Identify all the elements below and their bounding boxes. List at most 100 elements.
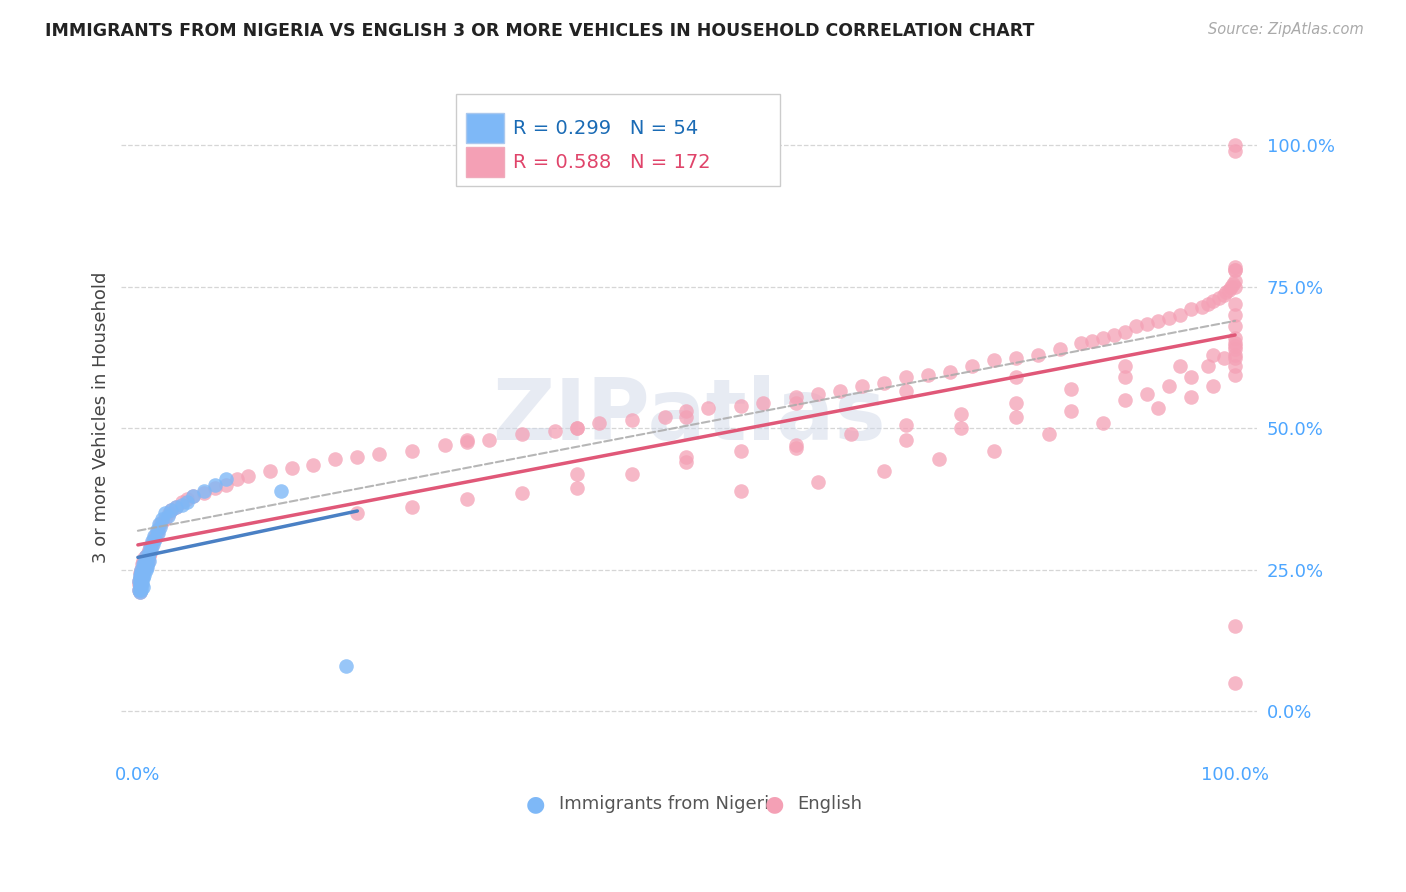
Point: [675, 450, 697, 464]
Point: [165, 500, 187, 515]
Point: [730, 399, 752, 413]
Point: [215, 472, 238, 486]
Point: [1202, 348, 1225, 362]
Point: [204, 481, 226, 495]
Point: [1004, 370, 1026, 384]
Point: [1059, 404, 1081, 418]
Point: [1004, 396, 1026, 410]
Point: [138, 543, 160, 558]
Point: [1223, 351, 1246, 365]
Point: [654, 409, 676, 424]
Point: [142, 534, 165, 549]
Point: [176, 491, 198, 506]
Point: [134, 557, 156, 571]
Point: [134, 568, 156, 582]
Point: [155, 506, 177, 520]
Point: [1223, 297, 1246, 311]
Point: [132, 557, 155, 571]
Point: [150, 515, 173, 529]
Point: [1223, 263, 1246, 277]
Point: [156, 508, 179, 523]
Point: [752, 396, 775, 410]
FancyBboxPatch shape: [465, 147, 505, 178]
Point: [1180, 302, 1202, 317]
Point: [135, 560, 157, 574]
Point: [128, 582, 150, 597]
Point: [928, 452, 950, 467]
Point: [134, 563, 156, 577]
Point: [135, 554, 157, 568]
Point: [510, 486, 533, 500]
Point: [170, 495, 193, 509]
Text: English: English: [797, 795, 862, 813]
Point: [135, 549, 157, 563]
Point: [259, 464, 281, 478]
Point: [135, 549, 157, 563]
Point: [155, 512, 177, 526]
FancyBboxPatch shape: [465, 113, 505, 144]
Point: [149, 517, 172, 532]
Point: [730, 444, 752, 458]
Point: [675, 455, 697, 469]
Point: [129, 568, 152, 582]
Point: [1038, 426, 1060, 441]
Point: [132, 566, 155, 580]
Point: [129, 566, 152, 580]
Point: [1081, 334, 1104, 348]
Point: [1168, 359, 1191, 373]
Point: [960, 359, 983, 373]
Point: [675, 404, 697, 418]
Point: [170, 498, 193, 512]
Point: [134, 551, 156, 566]
Point: [138, 549, 160, 563]
Point: [1147, 401, 1170, 416]
Point: [193, 486, 215, 500]
Point: [675, 409, 697, 424]
Point: [401, 444, 423, 458]
Point: [193, 483, 215, 498]
Point: [565, 467, 588, 481]
Point: [131, 566, 153, 580]
Point: [128, 574, 150, 588]
Text: IMMIGRANTS FROM NIGERIA VS ENGLISH 3 OR MORE VEHICLES IN HOUSEHOLD CORRELATION C: IMMIGRANTS FROM NIGERIA VS ENGLISH 3 OR …: [45, 22, 1035, 40]
Point: [401, 500, 423, 515]
Point: [1223, 319, 1246, 334]
Point: [1218, 283, 1240, 297]
Point: [159, 503, 181, 517]
Point: [145, 525, 167, 540]
Point: [1180, 370, 1202, 384]
Point: [129, 574, 152, 588]
Point: [1191, 300, 1213, 314]
Point: [148, 517, 170, 532]
Point: [138, 554, 160, 568]
Text: R = 0.588   N = 172: R = 0.588 N = 172: [513, 153, 711, 172]
Point: [136, 551, 159, 566]
Point: [132, 563, 155, 577]
Point: [129, 568, 152, 582]
Point: [1197, 359, 1219, 373]
Point: [132, 571, 155, 585]
Point: [136, 546, 159, 560]
Point: [181, 489, 204, 503]
Point: [135, 560, 157, 574]
Point: [1223, 348, 1246, 362]
Point: [1114, 325, 1136, 339]
Point: [204, 478, 226, 492]
Point: [894, 370, 917, 384]
Point: [1213, 288, 1236, 302]
Point: [1180, 390, 1202, 404]
Point: [939, 365, 962, 379]
Point: [1147, 314, 1170, 328]
Point: [1223, 138, 1246, 153]
Point: [139, 546, 162, 560]
Point: [134, 557, 156, 571]
Point: [1219, 280, 1241, 294]
Point: [1223, 280, 1246, 294]
Point: [565, 481, 588, 495]
Point: [146, 525, 169, 540]
Point: [894, 384, 917, 399]
Point: [138, 546, 160, 560]
Point: [434, 438, 457, 452]
Point: [135, 557, 157, 571]
Point: [131, 571, 153, 585]
